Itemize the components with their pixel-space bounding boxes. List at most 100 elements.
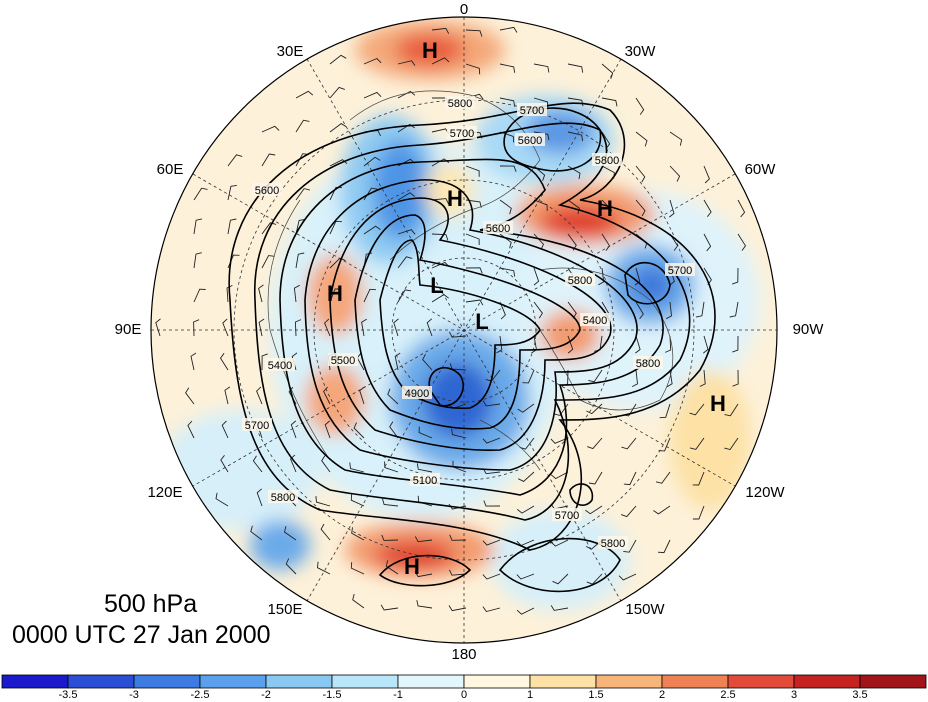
wind-barb [252, 455, 263, 473]
wind-barb [397, 60, 416, 66]
contour-label-17: 5700 [242, 418, 272, 432]
wind-barb [226, 284, 233, 303]
wind-barb [261, 125, 280, 133]
wind-barb [499, 301, 506, 320]
wind-barb [389, 421, 399, 439]
wind-barb [623, 539, 637, 553]
wind-barb [550, 539, 569, 547]
wind-barb [361, 318, 367, 337]
low-center-6: L [430, 273, 443, 298]
wind-barb [635, 131, 648, 147]
colorbar-swatch-2 [133, 674, 201, 689]
svg-text:5600: 5600 [518, 135, 542, 147]
wind-barb [324, 420, 331, 439]
wind-barb [669, 233, 679, 251]
wind-barb [350, 494, 365, 507]
wind-barb [623, 471, 637, 486]
longitude-label-lon-60w: 60W [745, 161, 777, 178]
wind-barb [324, 318, 331, 337]
wind-barb [295, 90, 314, 99]
wind-barb [350, 562, 365, 575]
contour-label-15: 5800 [598, 536, 628, 550]
wind-barb [465, 233, 480, 246]
colorbar-swatch-10 [661, 674, 729, 689]
wind-barb [290, 420, 297, 439]
contour-label-9: 5400 [580, 313, 610, 327]
longitude-label-lon-180: 180 [451, 646, 476, 663]
wind-barb [363, 288, 376, 303]
wind-barb [193, 218, 203, 235]
wind-barb [329, 257, 346, 269]
wind-barb [329, 288, 342, 303]
wind-barb [533, 267, 540, 286]
svg-text:5700: 5700 [668, 265, 692, 277]
wind-barb [567, 199, 580, 215]
wind-barb [516, 607, 535, 615]
wind-barb [567, 63, 584, 73]
wind-barb [699, 369, 706, 387]
wind-barb [382, 498, 399, 507]
longitude-label-lon-150w: 150W [625, 601, 665, 618]
wind-barb [601, 199, 613, 216]
longitude-label-lon-120e: 120E [147, 484, 182, 501]
wind-barb [315, 496, 331, 507]
wind-barb [353, 422, 365, 439]
colorbar-swatch-12 [793, 674, 861, 689]
high-center-2: H [597, 196, 613, 221]
colorbar-tick-label-4: -1.5 [323, 689, 342, 701]
svg-text:5800: 5800 [568, 275, 592, 287]
wind-barb [567, 335, 574, 354]
wind-barb [261, 222, 277, 235]
high-center-3: H [327, 281, 343, 306]
contour-label-1: 5700 [517, 103, 547, 117]
contour-label-6: 5700 [665, 263, 695, 277]
wind-barb [285, 558, 297, 575]
wind-barb [482, 606, 501, 613]
contour-label-3: 5600 [515, 133, 545, 147]
wind-barb [482, 539, 501, 546]
contour-label-18: 5800 [633, 356, 663, 370]
longitude-label-lon-0: 0 [460, 1, 468, 18]
wind-barb [317, 561, 331, 575]
wind-barb [224, 386, 231, 405]
wind-barb [550, 605, 569, 611]
high-center-1: H [447, 186, 463, 211]
wind-barb [533, 233, 545, 250]
wind-barb [499, 199, 512, 215]
wind-barb [220, 455, 229, 473]
wind-barb [516, 573, 535, 580]
svg-text:5600: 5600 [255, 185, 279, 197]
contour-label-5: 5800 [592, 153, 622, 167]
svg-text:5500: 5500 [331, 355, 355, 367]
globe-boundary [150, 16, 778, 644]
wind-barb [258, 318, 265, 337]
wind-barb [227, 218, 237, 235]
wind-barb [482, 573, 501, 580]
wind-barb [703, 165, 710, 184]
wind-barb [329, 220, 342, 235]
wind-barb [290, 454, 297, 473]
svg-text:5800: 5800 [595, 155, 619, 167]
wind-barb [724, 437, 739, 451]
wind-barb [587, 437, 603, 450]
wind-barb [384, 461, 399, 473]
wind-barb [261, 353, 268, 371]
pressure-centers: H H H H H H L L [327, 38, 726, 579]
wind-barb [465, 299, 484, 306]
wind-barb [215, 492, 229, 507]
high-center-4: H [710, 391, 726, 416]
wind-barb [227, 154, 243, 167]
colorbar-tick-label-12: 3.5 [852, 689, 867, 701]
wind-barb [665, 301, 672, 320]
svg-text:5700: 5700 [450, 128, 474, 140]
low-center-7: L [475, 309, 488, 334]
wind-barb [363, 91, 382, 99]
wind-barb [729, 301, 739, 318]
wind-barb [256, 488, 263, 507]
colorbar-swatch-4 [265, 674, 333, 689]
wind-barb [393, 318, 399, 337]
wind-barb [431, 233, 449, 241]
colorbar-tick-label-7: 1 [527, 689, 533, 701]
wind-barb [426, 318, 433, 337]
wind-barb [295, 188, 311, 201]
